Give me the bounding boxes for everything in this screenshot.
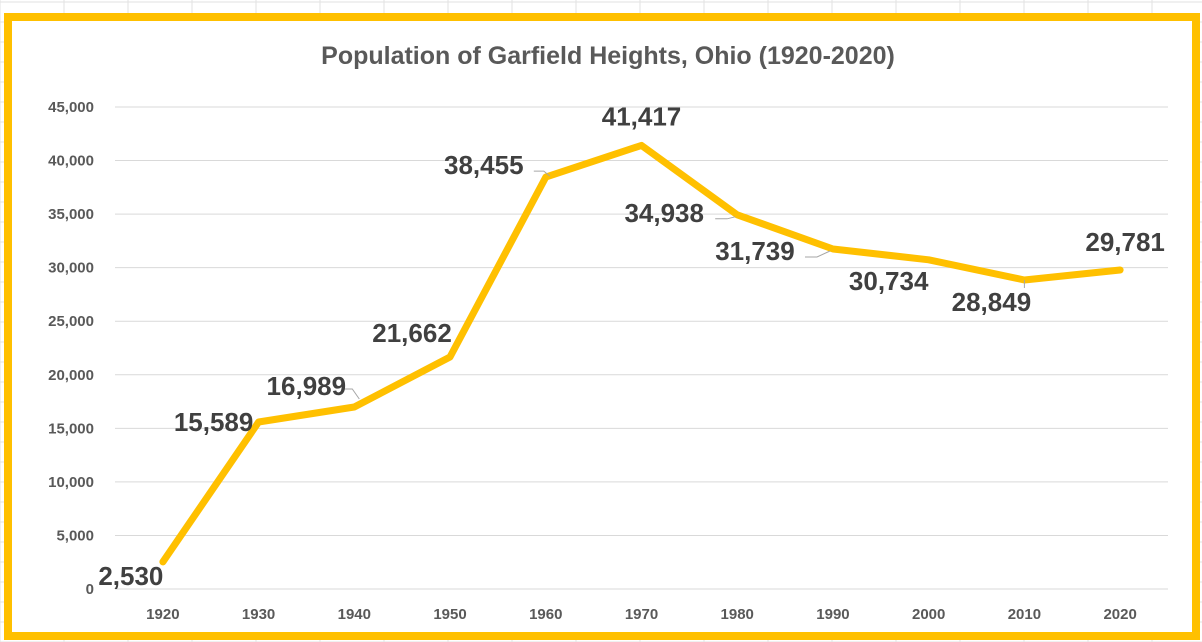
x-tick-label: 1950 xyxy=(433,606,466,623)
data-label: 2,530 xyxy=(98,561,163,591)
y-tick-label: 5,000 xyxy=(56,527,94,544)
leader-line xyxy=(533,170,551,177)
leader-lines xyxy=(344,170,1025,400)
y-tick-label: 20,000 xyxy=(48,367,94,384)
data-label: 30,734 xyxy=(849,266,929,296)
x-tick-label: 1930 xyxy=(242,606,275,623)
y-tick-label: 40,000 xyxy=(48,153,94,170)
y-axis-ticks: 0 5,000 10,000 15,000 20,000 25,000 30,000 35,0… xyxy=(48,99,94,598)
data-label: 29,781 xyxy=(1085,227,1165,257)
y-tick-label: 45,000 xyxy=(48,99,94,116)
x-tick-label: 1970 xyxy=(625,606,658,623)
leader-line xyxy=(344,388,360,400)
x-tick-label: 1980 xyxy=(721,606,754,623)
x-tick-label: 2010 xyxy=(1008,606,1041,623)
data-label: 31,739 xyxy=(715,236,795,266)
x-axis-ticks: 1920 1930 1940 1950 1960 1970 1980 1990 2000 2010… xyxy=(146,606,1137,623)
x-tick-label: 1960 xyxy=(529,606,562,623)
x-tick-label: 2020 xyxy=(1103,606,1136,623)
x-tick-label: 1920 xyxy=(146,606,179,623)
data-label: 16,989 xyxy=(267,371,347,401)
y-tick-label: 25,000 xyxy=(48,313,94,330)
data-label: 21,662 xyxy=(372,318,452,348)
y-tick-label: 0 xyxy=(86,581,94,598)
series-line xyxy=(159,141,1124,566)
leader-line xyxy=(805,250,831,258)
data-label: 38,455 xyxy=(444,150,524,180)
data-labels: 2,530 15,589 16,989 21,662 38,455 41,417 34,93… xyxy=(98,101,1165,591)
series-group xyxy=(159,141,1124,566)
x-tick-label: 2000 xyxy=(912,606,945,623)
chart-title: Population of Garfield Heights, Ohio (19… xyxy=(321,42,895,70)
data-label: 34,938 xyxy=(624,198,704,228)
chart-container[interactable]: Population of Garfield Heights, Ohio (19… xyxy=(4,13,1200,640)
x-tick-label: 1940 xyxy=(338,606,371,623)
data-label: 28,849 xyxy=(952,287,1032,317)
leader-line xyxy=(715,216,736,220)
data-label: 15,589 xyxy=(174,407,254,437)
data-label: 41,417 xyxy=(602,101,682,131)
y-tick-label: 35,000 xyxy=(48,206,94,223)
x-tick-label: 1990 xyxy=(816,606,849,623)
y-tick-label: 15,000 xyxy=(48,420,94,437)
y-tick-label: 30,000 xyxy=(48,260,94,277)
gridlines xyxy=(115,106,1168,590)
y-tick-label: 10,000 xyxy=(48,474,94,491)
line-chart: Population of Garfield Heights, Ohio (19… xyxy=(48,42,1168,623)
